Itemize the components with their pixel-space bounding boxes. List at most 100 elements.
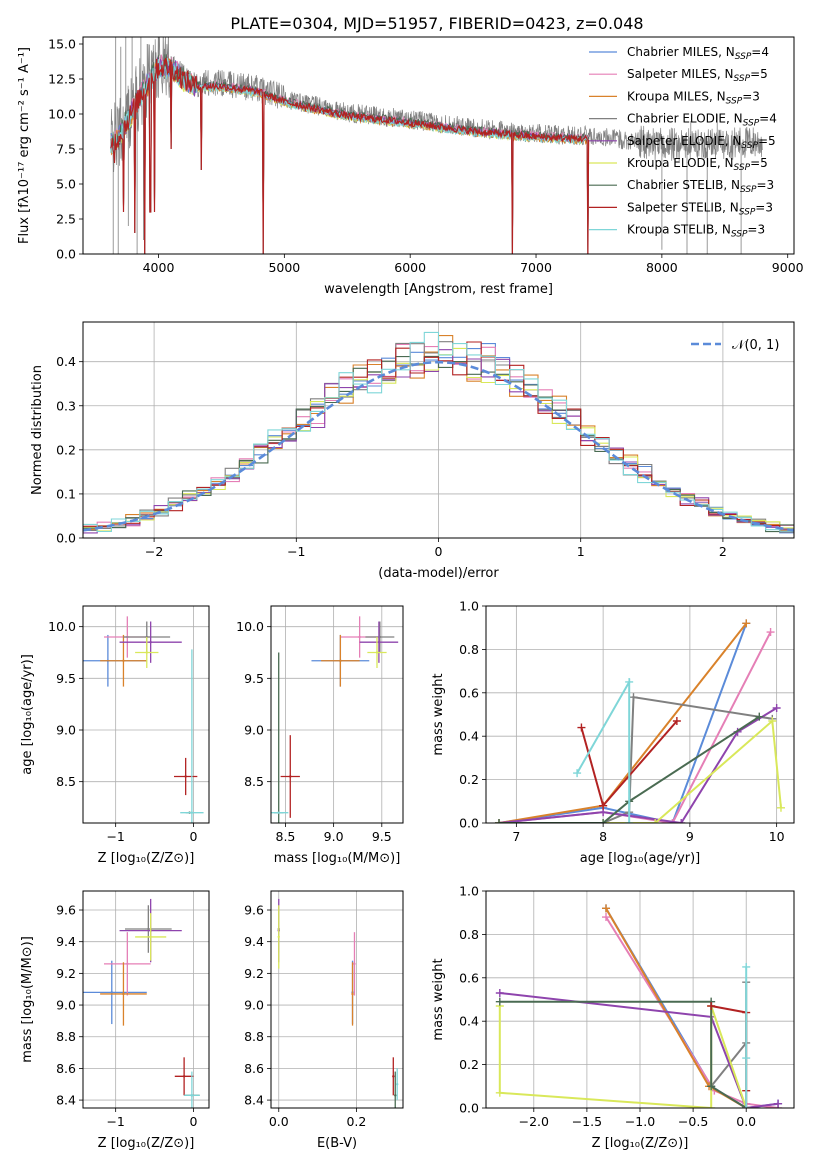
- legend-label-chabrier_stelib: Chabrier STELIB, NSSP=3: [627, 178, 774, 195]
- series-line-kroupa_elodie: [499, 718, 782, 823]
- y-tick-label: 0.8: [459, 927, 479, 942]
- axes-frame: [82, 605, 210, 824]
- plot-area: [271, 606, 403, 823]
- panel-age-vs-mass: 8.5 9.0 9.5 8.5 9.0 9.5 10.0 mass [log₁₀(M/M⊙)]: [236, 605, 404, 866]
- point-kroupa_stelib: [277, 811, 280, 814]
- panel-mass-vs-metallicity: −1 0 8.4 8.6 8.8 9.0 9.2 9.4 9.6 Z [log₁₀(Z/Z⊙)] m…: [20, 890, 210, 1151]
- x-tick-label: −0.5: [678, 1114, 708, 1129]
- x-axis-label: mass [log₁₀(M/M⊙)]: [274, 851, 401, 866]
- plot-area: [83, 322, 794, 538]
- point-salpeter_elodie: [377, 640, 381, 644]
- y-tick-label: 9.0: [244, 998, 264, 1013]
- series-marker-salpeter_stelib: [577, 723, 586, 732]
- y-tick-label: 1.0: [459, 599, 479, 614]
- series-marker-salpeter_elodie: [677, 819, 686, 823]
- panel-mass-weight-vs-age: 7 8 9 10 0.0 0.2 0.4 0.6 0.8 1.0 age [log₁₀(age/yr…: [431, 599, 795, 866]
- y-axis-label: age [log₁₀(age/yr)]: [20, 654, 35, 775]
- x-tick-label: 0.2: [346, 1114, 366, 1129]
- y-axis-label: Flux [fλ10⁻¹⁷ erg cm⁻² s⁻¹ A⁻¹]: [17, 47, 32, 244]
- model-spectrum-salpeter_elodie: [110, 56, 590, 254]
- axes-frame: [82, 321, 795, 539]
- point-salpeter_elodie: [149, 640, 152, 644]
- point-kroupa_elodie: [375, 651, 379, 654]
- y-tick-label: 8.8: [56, 1029, 76, 1044]
- y-tick-label: 0.6: [459, 970, 479, 985]
- series-marker-kroupa_stelib: [742, 1104, 751, 1108]
- x-tick-label: 9000: [772, 260, 804, 275]
- plot-area: [83, 606, 209, 823]
- x-tick-label: 10: [769, 829, 785, 844]
- y-tick-label: 2.5: [56, 212, 76, 227]
- histogram-steps-kroupa_stelib: [83, 331, 794, 533]
- x-tick-label: 9.5: [372, 829, 392, 844]
- y-axis-label: mass [log₁₀(M/M⊙)]: [20, 936, 35, 1063]
- axes-frame: [82, 890, 210, 1109]
- y-tick-label: 0.8: [459, 642, 479, 657]
- panel-mass-vs-extinction: 0.0 0.2 8.4 8.6 8.8 9.0 9.2 9.4 9.6 E(B-V): [244, 890, 404, 1151]
- point-salpeter_stelib: [289, 775, 292, 778]
- x-tick-label: −2: [145, 544, 163, 559]
- figure-title: PLATE=0304, MJD=51957, FIBERID=0423, z=0…: [230, 14, 643, 33]
- series-marker-kroupa_miles: [602, 904, 611, 913]
- x-tick-label: 7: [512, 829, 520, 844]
- series-marker-kroupa_miles: [742, 619, 751, 628]
- plot-area: [271, 891, 403, 1108]
- y-tick-label: 9.2: [56, 966, 76, 981]
- y-tick-label: 0.1: [56, 486, 76, 501]
- y-tick-label: 8.8: [244, 1029, 264, 1044]
- series-line-salpeter_elodie: [498, 707, 778, 823]
- series-marker-salpeter_elodie: [772, 703, 781, 712]
- legend-label-chabrier_miles: Chabrier MILES, NSSP=4: [627, 45, 769, 62]
- x-tick-label: 2: [719, 544, 727, 559]
- panels-layer: 4000 5000 6000 7000 8000 90000.02.55.07.510.0…: [17, 36, 804, 1151]
- y-tick-label: 0.4: [56, 354, 76, 369]
- point-kroupa_miles: [339, 659, 342, 662]
- series-marker-kroupa_stelib: [625, 677, 634, 686]
- series-marker-kroupa_stelib: [625, 819, 634, 823]
- y-tick-label: 10.0: [236, 619, 264, 634]
- series-marker-salpeter_miles: [602, 913, 611, 922]
- series-marker-salpeter_miles: [766, 628, 775, 637]
- series-marker-salpeter_stelib: [599, 801, 608, 810]
- y-tick-label: 12.5: [48, 72, 76, 87]
- y-tick-label: 0.0: [459, 816, 479, 831]
- x-tick-label: 0.0: [736, 1114, 756, 1129]
- series-marker-kroupa_stelib: [573, 769, 582, 778]
- x-tick-label: 1: [577, 544, 585, 559]
- series-marker-kroupa_elodie: [768, 717, 777, 726]
- model-spectrum-salpeter_stelib: [110, 57, 590, 254]
- observed-spectrum-line: [110, 37, 763, 173]
- point-salpeter_stelib: [184, 775, 187, 778]
- x-axis-label: Z [log₁₀(Z/Z⊙)]: [592, 1136, 689, 1151]
- x-tick-label: 6000: [394, 260, 426, 275]
- x-tick-label: −2.0: [519, 1114, 549, 1129]
- model-spectrum-kroupa_miles: [110, 58, 590, 254]
- y-tick-label: 1.0: [459, 884, 479, 899]
- x-axis-label: wavelength [Angstrom, rest frame]: [324, 282, 553, 297]
- y-axis-label: mass weight: [431, 673, 446, 755]
- series-marker-chabrier_stelib: [599, 819, 608, 823]
- point-kroupa_miles: [122, 992, 125, 996]
- y-tick-label: 9.5: [56, 671, 76, 686]
- series-line-chabrier_elodie: [710, 982, 748, 1087]
- point-kroupa_miles: [351, 992, 354, 996]
- x-tick-label: 8000: [646, 260, 678, 275]
- x-axis-label: Z [log₁₀(Z/Z⊙)]: [98, 851, 195, 866]
- legend-label-kroupa_elodie: Kroupa ELODIE, NSSP=5: [627, 156, 768, 173]
- y-tick-label: 10.0: [48, 107, 76, 122]
- series-marker-salpeter_stelib: [707, 1002, 716, 1011]
- point-chabrier_stelib: [394, 1094, 397, 1097]
- normal-curve: [83, 360, 794, 532]
- x-tick-label: 0.0: [269, 1114, 289, 1129]
- series-marker-kroupa_stelib: [742, 962, 751, 971]
- y-tick-label: 0.2: [459, 1057, 479, 1072]
- legend-label-salpeter_miles: Salpeter MILES, NSSP=5: [627, 67, 768, 84]
- y-tick-label: 8.4: [244, 1093, 264, 1108]
- x-tick-label: 0: [435, 544, 443, 559]
- x-tick-label: 9: [686, 829, 694, 844]
- panel-age-vs-metallicity: −1 0 8.5 9.0 9.5 10.0 Z [log₁₀(Z/Z⊙)] age [log₁…: [20, 605, 210, 866]
- x-tick-label: 8.5: [276, 829, 296, 844]
- x-tick-label: 0: [189, 829, 197, 844]
- y-tick-label: 9.4: [56, 934, 76, 949]
- y-tick-label: 0.4: [459, 1014, 479, 1029]
